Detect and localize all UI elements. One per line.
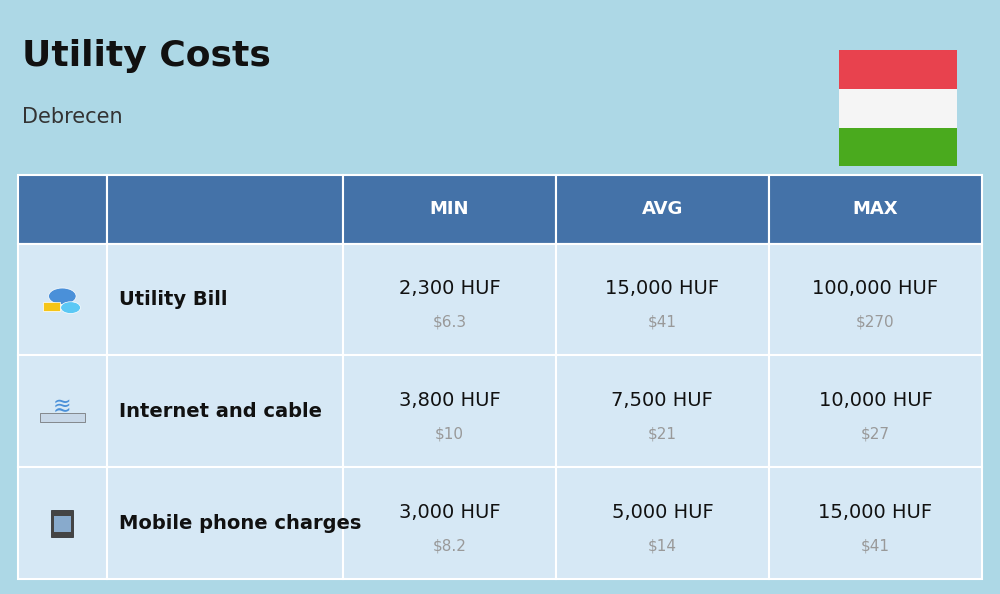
Bar bbox=[556, 175, 769, 244]
Text: AVG: AVG bbox=[642, 200, 683, 219]
Text: Utility Bill: Utility Bill bbox=[119, 290, 227, 309]
Bar bbox=[107, 244, 343, 355]
Circle shape bbox=[49, 288, 76, 304]
Bar bbox=[769, 467, 982, 579]
Text: 3,800 HUF: 3,800 HUF bbox=[399, 391, 500, 410]
Bar bbox=[839, 89, 957, 128]
Bar bbox=[839, 128, 957, 166]
Bar bbox=[35, 395, 90, 428]
Text: 5,000 HUF: 5,000 HUF bbox=[612, 503, 713, 522]
Text: Mobile phone charges: Mobile phone charges bbox=[119, 514, 361, 533]
Bar bbox=[343, 244, 556, 355]
Bar bbox=[35, 507, 90, 539]
Bar bbox=[18, 467, 107, 579]
Text: Utility Costs: Utility Costs bbox=[22, 39, 271, 72]
Bar bbox=[343, 467, 556, 579]
Text: $10: $10 bbox=[435, 426, 464, 441]
Text: 15,000 HUF: 15,000 HUF bbox=[818, 503, 933, 522]
Bar bbox=[343, 175, 556, 244]
Text: 100,000 HUF: 100,000 HUF bbox=[812, 279, 939, 298]
Text: $41: $41 bbox=[648, 314, 677, 329]
Text: 7,500 HUF: 7,500 HUF bbox=[611, 391, 713, 410]
Bar bbox=[40, 413, 85, 422]
Text: Internet and cable: Internet and cable bbox=[119, 402, 322, 421]
Bar bbox=[107, 355, 343, 467]
Text: MAX: MAX bbox=[853, 200, 898, 219]
Text: $8.2: $8.2 bbox=[432, 538, 466, 553]
Bar bbox=[769, 355, 982, 467]
Text: 3,000 HUF: 3,000 HUF bbox=[399, 503, 500, 522]
Bar bbox=[54, 516, 71, 532]
Bar bbox=[107, 175, 343, 244]
Text: $41: $41 bbox=[861, 538, 890, 553]
Bar bbox=[51, 510, 73, 536]
Text: MIN: MIN bbox=[430, 200, 469, 219]
Bar bbox=[556, 244, 769, 355]
Bar bbox=[556, 355, 769, 467]
Text: ≋: ≋ bbox=[53, 397, 72, 417]
Text: $14: $14 bbox=[648, 538, 677, 553]
Text: $27: $27 bbox=[861, 426, 890, 441]
Bar bbox=[18, 244, 107, 355]
Text: $21: $21 bbox=[648, 426, 677, 441]
Text: $270: $270 bbox=[856, 314, 895, 329]
Text: $6.3: $6.3 bbox=[432, 314, 466, 329]
Text: 10,000 HUF: 10,000 HUF bbox=[819, 391, 932, 410]
Bar bbox=[43, 302, 60, 311]
Bar bbox=[18, 355, 107, 467]
Bar bbox=[839, 50, 957, 89]
Circle shape bbox=[61, 302, 80, 314]
Bar bbox=[556, 467, 769, 579]
Bar bbox=[769, 175, 982, 244]
Text: 15,000 HUF: 15,000 HUF bbox=[605, 279, 719, 298]
Bar bbox=[35, 283, 90, 316]
Bar bbox=[107, 467, 343, 579]
Text: Debrecen: Debrecen bbox=[22, 107, 123, 127]
Text: 2,300 HUF: 2,300 HUF bbox=[399, 279, 500, 298]
Bar bbox=[18, 175, 107, 244]
Bar bbox=[769, 244, 982, 355]
Bar bbox=[343, 355, 556, 467]
